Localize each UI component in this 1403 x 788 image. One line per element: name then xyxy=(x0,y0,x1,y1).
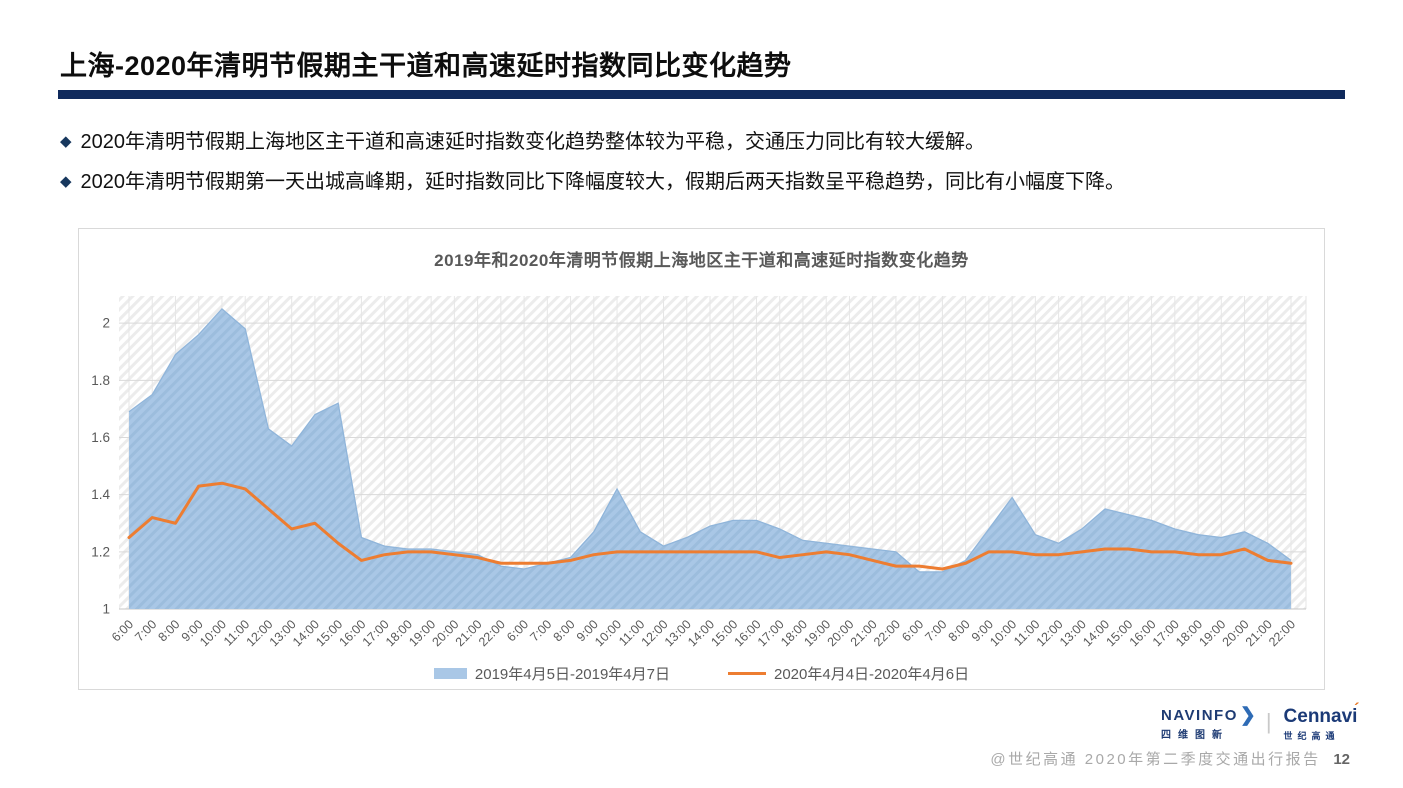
area-edge-2019 xyxy=(128,307,1292,573)
legend-item-2020: 2020年4月4日-2020年4月6日 xyxy=(728,663,969,684)
svg-text:1.2: 1.2 xyxy=(91,544,110,559)
svg-text:22:00: 22:00 xyxy=(476,617,508,649)
x-axis-labels: 6:007:008:009:0010:0011:0012:0013:0014:0… xyxy=(109,617,1298,649)
cennavi-logo: Cennavi ´ 世纪高通 xyxy=(1283,701,1360,742)
diamond-bullet-icon: ◆ xyxy=(60,173,72,190)
svg-text:1.4: 1.4 xyxy=(91,487,110,502)
svg-text:1: 1 xyxy=(102,602,110,617)
chart-canvas: 1 1.2 1.4 1.6 1.8 2 6:007:008:009:0010:0011:00… xyxy=(91,296,1307,649)
svg-text:7:00: 7:00 xyxy=(922,617,949,644)
navinfo-wordmark: NAVINFO xyxy=(1161,707,1238,724)
svg-text:22:00: 22:00 xyxy=(1266,617,1298,649)
footer-caption: @世纪高通 2020年第二季度交通出行报告 12 xyxy=(990,748,1350,769)
bullet-text: 2020年清明节假期第一天出城高峰期，延时指数同比下降幅度较大，假期后两天指数呈… xyxy=(80,171,1126,193)
chart-title: 2019年和2020年清明节假期上海地区主干道和高速延时指数变化趋势 xyxy=(434,251,969,270)
bullet-item: ◆ 2020年清明节假期上海地区主干道和高速延时指数变化趋势整体较为平稳，交通压… xyxy=(60,129,1360,155)
svg-text:8:00: 8:00 xyxy=(551,617,578,644)
footer-logos: NAVINFO ❯ 四维图新 | Cennavi ´ 世纪高通 xyxy=(1161,701,1360,742)
cennavi-wordmark: Cennavi ´ xyxy=(1283,701,1360,727)
logo-separator: | xyxy=(1265,709,1272,734)
caption-text: @世纪高通 2020年第二季度交通出行报告 xyxy=(990,751,1321,768)
navinfo-chinese-name: 四维图新 xyxy=(1161,730,1229,741)
chart-panel: 2019年和2020年清明节假期上海地区主干道和高速延时指数变化趋势 1 1.2 1… xyxy=(78,228,1325,690)
svg-text:2: 2 xyxy=(102,316,110,331)
diamond-bullet-icon: ◆ xyxy=(60,133,72,150)
chart-legend: 2019年4月5日-2019年4月7日 2020年4月4日-2020年4月6日 xyxy=(79,663,1324,684)
chevron-icon: ❯ xyxy=(1239,704,1256,726)
svg-text:7:00: 7:00 xyxy=(527,617,554,644)
legend-item-2019: 2019年4月5日-2019年4月7日 xyxy=(433,663,670,684)
bullet-item: ◆ 2020年清明节假期第一天出城高峰期，延时指数同比下降幅度较大，假期后两天指… xyxy=(60,169,1360,195)
bullet-list: ◆ 2020年清明节假期上海地区主干道和高速延时指数变化趋势整体较为平稳，交通压… xyxy=(60,129,1360,209)
svg-text:7:00: 7:00 xyxy=(132,617,159,644)
page-title: 上海-2020年清明节假期主干道和高速延时指数同比变化趋势 xyxy=(60,51,792,81)
svg-text:6:00: 6:00 xyxy=(109,617,136,644)
line-series-2020 xyxy=(127,481,1293,571)
title-underline-bar xyxy=(58,90,1345,99)
legend-label: 2019年4月5日-2019年4月7日 xyxy=(474,666,670,683)
svg-text:6:00: 6:00 xyxy=(899,617,926,644)
svg-text:8:00: 8:00 xyxy=(946,617,973,644)
svg-text:8:00: 8:00 xyxy=(155,617,182,644)
area-swatch-icon xyxy=(433,668,467,679)
y-axis-labels: 1 1.2 1.4 1.6 1.8 2 xyxy=(91,316,110,617)
area-series-2019 xyxy=(129,308,1291,609)
svg-text:10:00: 10:00 xyxy=(592,617,624,649)
line-swatch-icon xyxy=(728,672,766,675)
page-number: 12 xyxy=(1333,751,1350,768)
svg-text:10:00: 10:00 xyxy=(197,617,229,649)
svg-text:6:00: 6:00 xyxy=(504,617,531,644)
navinfo-logo: NAVINFO ❯ 四维图新 xyxy=(1161,704,1256,742)
accent-mark-icon: ´ xyxy=(1354,701,1360,718)
svg-text:10:00: 10:00 xyxy=(987,617,1019,649)
svg-text:22:00: 22:00 xyxy=(871,617,903,649)
legend-label: 2020年4月4日-2020年4月6日 xyxy=(774,666,970,683)
svg-text:1.6: 1.6 xyxy=(91,430,110,445)
svg-text:1.8: 1.8 xyxy=(91,373,110,388)
cennavi-chinese-name: 世纪高通 xyxy=(1283,731,1340,741)
bullet-text: 2020年清明节假期上海地区主干道和高速延时指数变化趋势整体较为平稳，交通压力同… xyxy=(80,131,986,153)
